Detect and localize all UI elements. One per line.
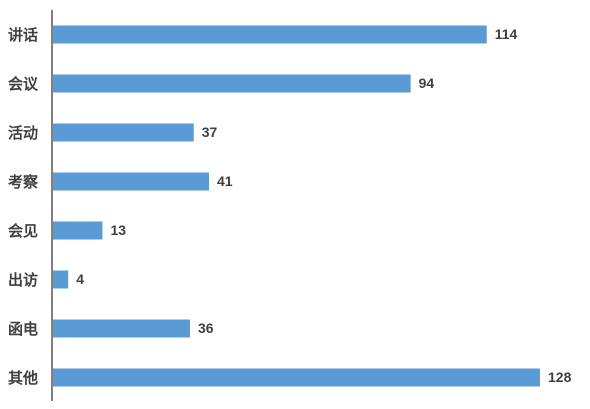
category-label: 活动	[8, 124, 38, 142]
bar	[53, 368, 540, 387]
value-label: 4	[76, 271, 84, 287]
value-label: 41	[217, 173, 233, 189]
category-label: 考察	[8, 173, 39, 191]
bar	[53, 123, 194, 142]
category-label: 会议	[8, 75, 39, 93]
bar	[53, 221, 103, 240]
bar	[53, 74, 411, 93]
category-label: 出访	[8, 271, 38, 289]
category-label: 讲话	[8, 26, 38, 44]
value-label: 94	[419, 75, 435, 91]
bar	[53, 25, 487, 44]
category-label: 会见	[8, 222, 38, 240]
category-label: 其他	[8, 369, 38, 387]
value-label: 37	[202, 124, 218, 140]
bar	[53, 319, 190, 338]
category-label: 函电	[8, 320, 38, 338]
value-label: 114	[495, 26, 518, 42]
value-label: 13	[110, 222, 126, 238]
value-label: 36	[198, 320, 214, 336]
value-label: 128	[548, 369, 572, 385]
bar	[53, 172, 209, 191]
bar	[53, 270, 69, 289]
